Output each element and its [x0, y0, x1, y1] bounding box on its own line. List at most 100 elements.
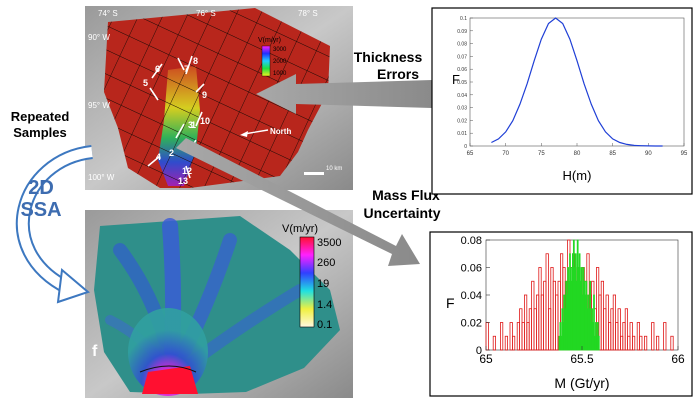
lon-label-95: 95° W — [88, 101, 110, 110]
ssa-label: 2D SSA — [20, 177, 61, 221]
ssa-label-line2: SSA — [20, 199, 61, 221]
top-map-mesh — [104, 8, 330, 188]
sample-number-10: 10 — [200, 116, 210, 126]
thickness-error-chart: 0 0.01 0.02 0.03 0.04 0.05 0.06 0.07 0.08 0.09 0.1… — [431, 7, 693, 195]
red-histogram-bar — [639, 335, 643, 351]
red-histogram-bar — [651, 322, 655, 351]
red-histogram-bar — [663, 322, 667, 351]
mass-flux-chart-frame — [429, 231, 693, 397]
sample-number-6: 6 — [155, 64, 160, 74]
mass-flux-line1: Mass Flux — [372, 187, 440, 203]
sample-number-13: 13 — [178, 176, 188, 186]
mass-flux-arrow — [176, 138, 420, 266]
thickness-ytick-label: 0.05 — [457, 80, 467, 86]
bottom-legend-colorbar — [299, 236, 315, 328]
top-legend-tick-1000: 1000 — [273, 71, 287, 77]
thickness-arrow — [256, 74, 432, 114]
thickness-xtick-label: 65 — [467, 151, 474, 157]
bottom-legend-tick-260: 260 — [317, 257, 335, 269]
bottom-map-legend: V(m/yr) 3500 260 19 1.4 0.1 — [282, 223, 341, 331]
red-histogram-bar — [512, 335, 516, 351]
thickness-ytick-label: 0.02 — [457, 118, 467, 124]
thickness-chart-frame — [431, 7, 693, 195]
thickness-ytick-label: 0.09 — [457, 29, 467, 35]
red-histogram-bar — [499, 322, 504, 351]
bottom-panel-letter: f — [92, 343, 98, 360]
thickness-xtick-label: 85 — [609, 151, 616, 157]
mass-flux-ytick-label: 0 — [476, 345, 482, 357]
red-histogram-bar — [617, 308, 621, 351]
mass-flux-chart-ylabel: F — [446, 295, 455, 311]
mass-flux-ytick-label: 0.06 — [461, 263, 482, 275]
repeated-samples-line1: Repeated — [11, 109, 70, 124]
thickness-xtick-label: 90 — [645, 151, 652, 157]
bottom-legend-title: V(m/yr) — [282, 223, 318, 235]
bottom-legend-tick-0.1: 0.1 — [317, 319, 332, 331]
red-histogram-bar — [656, 335, 660, 351]
lon-label-100: 100° W — [88, 173, 115, 182]
red-histogram-bar — [492, 335, 497, 351]
green-histogram-bar — [597, 335, 600, 351]
bottom-legend-tick-19: 19 — [317, 278, 329, 290]
top-map-legend: V(m/yr) 3000 2000 1000 — [258, 37, 287, 77]
mass-flux-ytick-label: 0.02 — [461, 318, 482, 330]
north-label: North — [270, 127, 291, 136]
thickness-ytick-label: 0.04 — [457, 93, 467, 99]
mass-flux-label: Mass Flux Uncertainty — [363, 187, 440, 221]
thickness-xtick-label: 75 — [538, 151, 545, 157]
lat-label-74: 74° S — [98, 9, 118, 18]
red-histogram-bar — [632, 335, 636, 351]
thickness-errors-label: Thickness Errors — [354, 49, 423, 82]
thickness-errors-line2: Errors — [377, 66, 419, 82]
bottom-map: V(m/yr) 3500 260 19 1.4 0.1 f — [85, 210, 353, 398]
top-legend-colorbar — [261, 45, 271, 77]
top-legend-tick-3000: 3000 — [273, 47, 287, 53]
thickness-series-line — [491, 17, 663, 147]
mass-flux-ytick-label: 0.04 — [461, 290, 482, 302]
thickness-ytick-label: 0.08 — [457, 42, 467, 48]
bottom-legend-tick-3500: 3500 — [317, 237, 341, 249]
north-indicator: North — [240, 127, 291, 137]
mass-flux-arrow-shape — [176, 138, 420, 266]
top-legend-tick-2000: 2000 — [273, 59, 287, 65]
sample-number-1: 1 — [191, 120, 196, 130]
bottom-map-grounding-line — [139, 365, 197, 373]
thickness-ytick-label: 0.07 — [457, 54, 467, 60]
thickness-xtick-label: 80 — [574, 151, 581, 157]
thickness-chart-ylabel: F — [452, 72, 460, 87]
red-histogram-bar — [504, 335, 509, 351]
sample-number-8: 8 — [193, 56, 198, 66]
lat-label-76: 76° S — [196, 9, 216, 18]
repeated-samples-line2: Samples — [13, 125, 66, 140]
thickness-ytick-label: 0 — [464, 144, 467, 150]
red-histogram-bar — [670, 335, 674, 351]
thickness-ytick-label: 0.01 — [457, 131, 467, 137]
thickness-ytick-label: 0.06 — [457, 67, 467, 73]
ssa-curved-arrow — [15, 145, 94, 304]
thickness-chart-xlabel: H(m) — [563, 168, 592, 183]
green-histogram-bar — [593, 294, 595, 351]
sample-number-3: 3 — [188, 120, 193, 130]
mass-flux-line2: Uncertainty — [363, 205, 440, 221]
mass-flux-xtick-label: 66 — [671, 352, 685, 366]
ssa-label-line1: 2D — [28, 177, 54, 199]
repeated-samples-label: Repeated Samples — [11, 109, 70, 140]
lat-label-78: 78° S — [298, 9, 318, 18]
sample-number-9: 9 — [202, 90, 207, 100]
mass-flux-ytick-label: 0.08 — [461, 235, 482, 247]
sample-number-5: 5 — [143, 78, 148, 88]
green-histogram-bar — [589, 280, 592, 351]
scale-bar: 10 km — [304, 166, 342, 175]
top-legend-title: V(m/yr) — [258, 37, 281, 44]
sample-number-12: 12 — [182, 166, 192, 176]
red-histogram-bar — [624, 308, 629, 351]
thickness-ytick-label: 0.1 — [460, 16, 467, 22]
scale-label: 10 km — [326, 166, 342, 172]
mass-flux-chart-xlabel: M (Gt/yr) — [554, 375, 609, 391]
top-map: 1 2 3 4 5 6 7 8 9 10 11 12 13 74° S 76° … — [85, 6, 353, 190]
top-map-flowlines — [147, 55, 205, 179]
thickness-ytick-label: 0.03 — [457, 106, 467, 112]
red-histogram-bar — [545, 253, 549, 351]
thickness-xtick-label: 70 — [502, 151, 509, 157]
